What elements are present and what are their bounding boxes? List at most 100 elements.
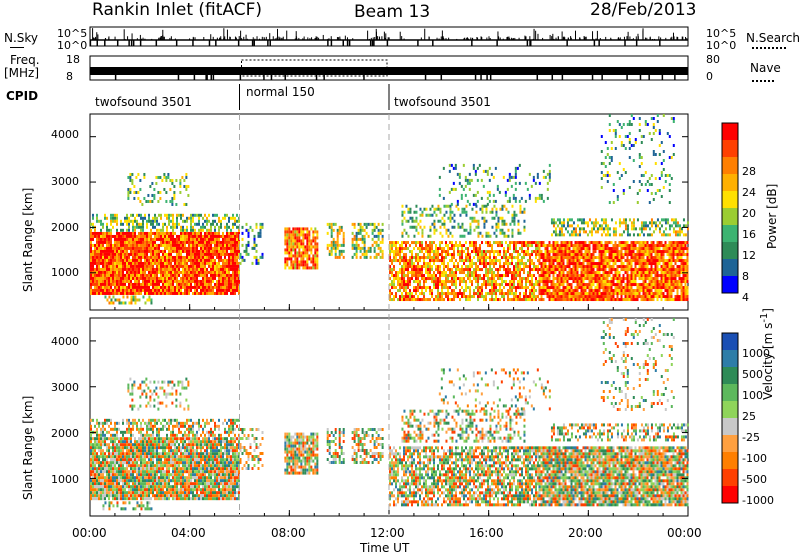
heatmap-cell xyxy=(512,193,515,197)
heatmap-cell xyxy=(654,259,657,263)
heatmap-cell xyxy=(292,266,295,270)
heatmap-cell xyxy=(670,244,673,248)
heatmap-cell xyxy=(128,234,130,238)
heatmap-cell xyxy=(377,228,380,232)
heatmap-cell xyxy=(216,222,218,226)
heatmap-cell xyxy=(170,243,172,247)
heatmap-cell xyxy=(330,249,333,253)
heatmap-cell xyxy=(584,277,587,281)
heatmap-cell xyxy=(90,267,92,271)
heatmap-cell xyxy=(427,298,429,302)
heatmap-cell xyxy=(658,268,661,272)
heatmap-cell xyxy=(443,265,445,269)
heatmap-cell xyxy=(457,244,459,248)
heatmap-cell xyxy=(454,163,457,167)
heatmap-cell xyxy=(363,237,366,241)
heatmap-cell xyxy=(122,255,124,259)
heatmap-cell xyxy=(483,259,485,263)
heatmap-cell xyxy=(654,292,657,296)
heatmap-cell xyxy=(457,207,460,211)
heatmap-cell xyxy=(592,271,595,275)
heatmap-cell xyxy=(92,279,94,283)
heatmap-cell xyxy=(100,276,102,280)
heatmap-cell xyxy=(202,243,204,247)
heatmap-cell xyxy=(202,258,204,262)
heatmap-cell xyxy=(172,282,174,286)
heatmap-cell xyxy=(363,252,366,256)
heatmap-cell xyxy=(419,207,422,211)
heatmap-cell xyxy=(658,283,661,287)
heatmap-cell xyxy=(220,240,222,244)
heatmap-cell xyxy=(465,298,467,302)
heatmap-cell xyxy=(411,250,413,254)
freq-label: Freq. xyxy=(10,53,40,67)
heatmap-cell xyxy=(407,280,409,284)
heatmap-cell xyxy=(540,295,543,299)
heatmap-cell xyxy=(590,286,593,290)
heatmap-cell xyxy=(473,271,475,275)
heatmap-cell xyxy=(128,267,130,271)
power-cbar-tick-24: 24 xyxy=(742,186,756,199)
heatmap-cell xyxy=(204,270,206,274)
heatmap-cell xyxy=(572,247,575,251)
heatmap-cell xyxy=(377,231,380,235)
heatmap-cell xyxy=(604,295,607,299)
heatmap-cell xyxy=(431,289,433,293)
heatmap-cell xyxy=(423,277,425,281)
heatmap-cell xyxy=(208,264,210,268)
heatmap-cell xyxy=(216,234,218,238)
heatmap-cell xyxy=(560,280,563,284)
heatmap-cell xyxy=(405,289,407,293)
heatmap-cell xyxy=(214,282,216,286)
heatmap-cell xyxy=(222,240,224,244)
heatmap-cell xyxy=(126,295,129,299)
heatmap-cell xyxy=(668,271,671,275)
heatmap-cell xyxy=(284,260,287,264)
heatmap-cell xyxy=(517,262,519,266)
heatmap-cell xyxy=(106,246,108,250)
heatmap-cell xyxy=(435,268,437,272)
heatmap-cell xyxy=(658,244,661,248)
heatmap-cell xyxy=(298,260,301,264)
heatmap-cell xyxy=(576,295,579,299)
heatmap-cell xyxy=(590,271,593,275)
heatmap-cell xyxy=(514,166,517,170)
heatmap-cell xyxy=(531,274,533,278)
heatmap-cell xyxy=(166,225,168,229)
heatmap-cell xyxy=(588,277,591,281)
heatmap-cell xyxy=(664,250,667,254)
heatmap-cell xyxy=(483,265,485,269)
heatmap-cell xyxy=(429,277,431,281)
heatmap-cell xyxy=(108,240,110,244)
heatmap-cell xyxy=(582,244,585,248)
heatmap-cell xyxy=(186,267,188,271)
heatmap-cell xyxy=(626,283,629,287)
heatmap-cell xyxy=(481,253,483,257)
heatmap-cell xyxy=(580,244,583,248)
heatmap-cell xyxy=(192,261,194,265)
heatmap-cell xyxy=(334,255,337,259)
heatmap-cell xyxy=(517,274,519,278)
heatmap-cell xyxy=(554,289,557,293)
heatmap-cell xyxy=(357,243,360,247)
heatmap-cell xyxy=(459,234,462,238)
heatmap-cell xyxy=(537,268,539,272)
heatmap-cell xyxy=(475,265,477,269)
heatmap-cell xyxy=(210,267,212,271)
heatmap-cell xyxy=(626,268,629,272)
heatmap-cell xyxy=(542,286,545,290)
heatmap-cell xyxy=(401,277,403,281)
heatmap-cell xyxy=(172,243,174,247)
heatmap-cell xyxy=(156,273,158,277)
heatmap-cell xyxy=(479,250,481,254)
heatmap-cell xyxy=(540,241,543,245)
heatmap-cell xyxy=(180,234,182,238)
heatmap-cell xyxy=(493,231,496,235)
heatmap-cell xyxy=(481,262,483,266)
heatmap-cell xyxy=(184,249,186,253)
heatmap-cell xyxy=(535,283,537,287)
heatmap-cell xyxy=(594,286,597,290)
heatmap-cell xyxy=(461,295,463,299)
heatmap-cell xyxy=(126,246,128,250)
heatmap-cell xyxy=(580,271,583,275)
